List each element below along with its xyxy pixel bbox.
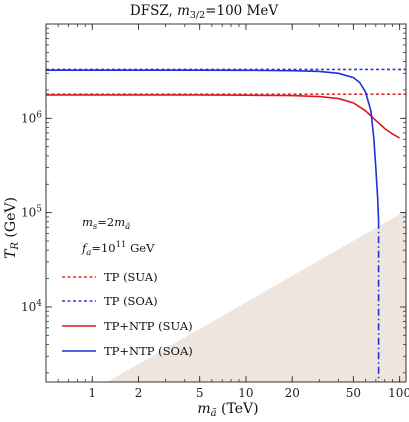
excluded-region xyxy=(107,210,406,382)
x-tick-label: 20 xyxy=(285,386,300,400)
series-layer xyxy=(46,68,406,382)
legend-label-tpntp-soa: TP+NTP (SOA) xyxy=(104,344,193,358)
y-axis-label: TR (GeV) xyxy=(3,197,21,259)
x-tick-label: 2 xyxy=(135,386,143,400)
legend: TP (SUA) TP (SOA) TP+NTP (SUA) TP+NTP (S… xyxy=(62,270,193,358)
series-line-2 xyxy=(46,94,400,139)
x-axis-label: mã (TeV) xyxy=(197,401,258,419)
excluded-region-shape xyxy=(107,210,406,382)
legend-label-tp-sua: TP (SUA) xyxy=(104,270,158,284)
chart-title: DFSZ, m3/2=100 MeV xyxy=(130,3,278,21)
y-tick-label: 106 xyxy=(21,110,42,125)
plot-frame xyxy=(45,23,407,383)
axis-ticks: 1 2 5 10 20 50 100 104 105 106 xyxy=(21,24,409,400)
x-tick-label: 100 xyxy=(388,386,409,400)
x-tick-label: 1 xyxy=(88,386,96,400)
series-line-3 xyxy=(46,69,380,222)
x-tick-label: 5 xyxy=(196,386,204,400)
y-tick-label: 105 xyxy=(21,205,42,220)
legend-label-tp-soa: TP (SOA) xyxy=(104,294,158,308)
annotation-ms: ms=2mã xyxy=(82,215,130,232)
legend-label-tpntp-sua: TP+NTP (SUA) xyxy=(104,319,193,333)
x-tick-label: 10 xyxy=(238,386,253,400)
y-tick-label: 104 xyxy=(21,299,42,314)
annotation-fa: fa=1011 GeV xyxy=(81,240,155,258)
x-tick-label: 50 xyxy=(346,386,361,400)
